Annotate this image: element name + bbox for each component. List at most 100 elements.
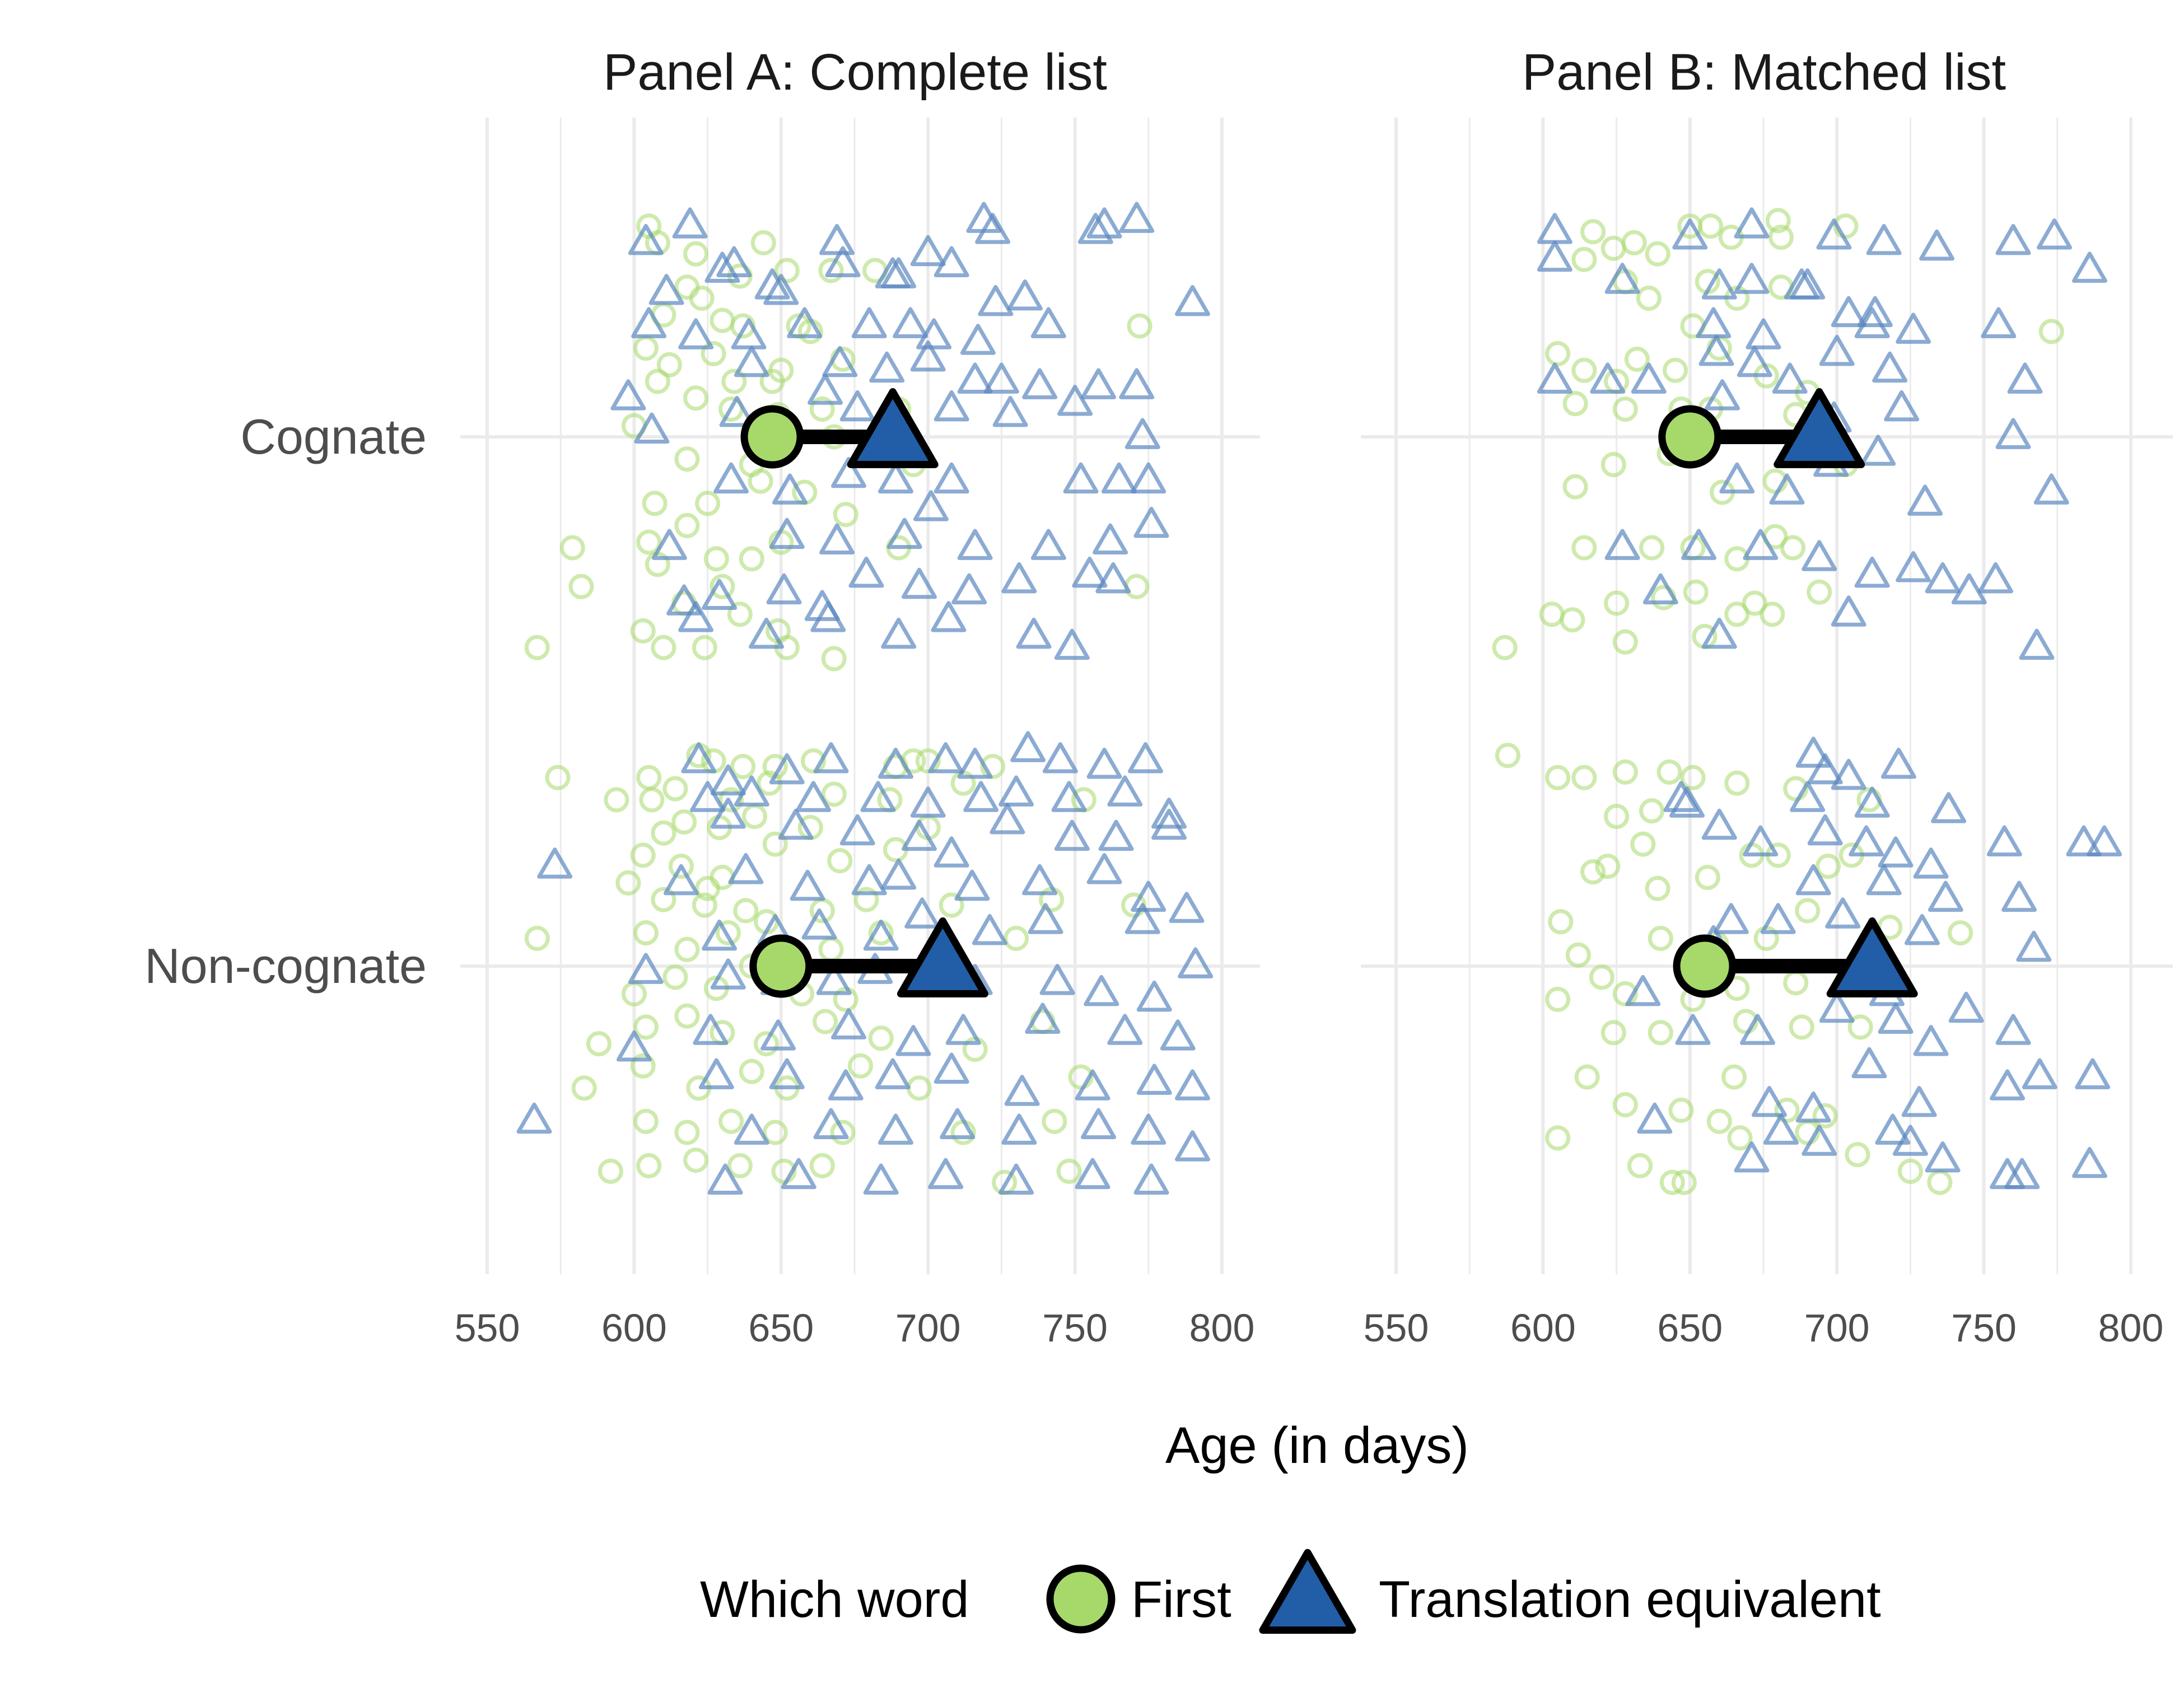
point-translation	[957, 529, 993, 560]
x-tick-750: 750	[1951, 1306, 2017, 1350]
point-translation	[848, 556, 884, 588]
mean-translation-marker	[1826, 917, 1918, 997]
point-first	[1624, 346, 1650, 372]
point-translation	[1625, 975, 1661, 1006]
point-first	[674, 936, 700, 962]
point-translation	[678, 318, 714, 349]
point-first	[1727, 1125, 1753, 1151]
point-first	[1545, 986, 1571, 1012]
point-translation	[731, 318, 767, 349]
point-translation	[1925, 562, 1961, 594]
point-first	[1612, 759, 1638, 785]
point-translation	[707, 1163, 743, 1195]
point-translation	[763, 274, 799, 305]
point-first	[674, 446, 700, 472]
point-translation	[910, 340, 946, 372]
point-translation	[1872, 351, 1908, 383]
point-translation	[1825, 897, 1861, 929]
point-first	[1724, 770, 1750, 796]
point-first	[1571, 357, 1597, 383]
point-first	[915, 748, 941, 774]
legend-first-key	[1046, 1564, 1116, 1634]
point-translation	[1790, 781, 1826, 812]
point-translation	[957, 362, 993, 394]
point-first	[821, 646, 847, 672]
point-first	[868, 1025, 894, 1051]
point-first	[801, 748, 827, 774]
point-translation	[1081, 1108, 1117, 1140]
point-translation	[1928, 880, 1963, 912]
point-translation	[1075, 1069, 1110, 1101]
point-first	[701, 341, 726, 366]
point-translation	[1101, 462, 1137, 494]
point-translation	[1849, 825, 1884, 857]
point-first	[568, 574, 594, 599]
point-translation	[672, 207, 708, 239]
point-first	[1492, 635, 1518, 660]
point-translation	[787, 307, 823, 338]
point-first	[571, 1075, 597, 1101]
point-translation	[951, 573, 987, 605]
legend: Which word First Translation equivalent	[700, 1549, 1881, 1634]
point-translation	[1857, 296, 1893, 328]
point-translation	[928, 1158, 964, 1190]
point-translation	[1136, 980, 1172, 1012]
point-translation	[2087, 825, 2122, 857]
point-first	[1580, 859, 1606, 885]
point-translation	[1819, 991, 1855, 1023]
point-translation	[1175, 1069, 1211, 1101]
point-first	[762, 1120, 788, 1145]
point-translation	[754, 268, 790, 300]
point-translation	[1128, 742, 1164, 773]
point-translation	[1880, 748, 1916, 779]
point-translation	[1860, 435, 1896, 466]
point-translation	[1637, 1102, 1673, 1134]
point-translation	[945, 1014, 981, 1045]
point-translation	[769, 518, 805, 549]
point-translation	[1675, 1014, 1711, 1045]
point-first	[1639, 798, 1665, 824]
point-first	[1695, 865, 1720, 891]
point-first	[762, 831, 788, 857]
point-translation	[1054, 628, 1090, 660]
point-translation	[913, 490, 949, 521]
point-translation	[2019, 628, 2055, 660]
point-translation	[690, 781, 726, 812]
point-translation	[1831, 758, 1866, 790]
point-translation	[1001, 1113, 1037, 1145]
point-first	[1659, 1169, 1685, 1195]
point-first	[656, 352, 682, 377]
point-translation	[1831, 595, 1866, 627]
point-translation	[1819, 334, 1855, 366]
point-translation	[678, 601, 714, 632]
x-tick-800: 800	[1189, 1306, 1255, 1350]
point-first	[1847, 1014, 1873, 1040]
point-first	[651, 820, 676, 846]
point-first	[674, 1120, 700, 1145]
point-translation	[934, 390, 969, 422]
point-translation	[1178, 947, 1214, 978]
point-translation	[2033, 473, 2069, 505]
point-translation	[2037, 218, 2073, 250]
point-translation	[713, 462, 749, 494]
point-translation	[1734, 1141, 1770, 1173]
point-translation	[1769, 473, 1805, 505]
point-first	[1780, 535, 1805, 561]
point-translation	[704, 251, 740, 283]
point-first	[1580, 219, 1606, 245]
point-translation	[910, 235, 946, 267]
legend-translation-key	[1259, 1549, 1356, 1634]
point-translation	[910, 786, 946, 818]
point-translation	[760, 1019, 796, 1051]
point-translation	[1878, 836, 1914, 868]
point-first	[830, 1120, 856, 1145]
point-translation	[1169, 892, 1205, 923]
point-first	[674, 512, 700, 538]
point-translation	[1913, 1025, 1949, 1056]
point-translation	[1740, 1014, 1776, 1045]
point-translation	[663, 864, 699, 896]
point-first	[1648, 926, 1673, 951]
point-first	[1612, 397, 1638, 422]
point-first	[1774, 1097, 1800, 1123]
